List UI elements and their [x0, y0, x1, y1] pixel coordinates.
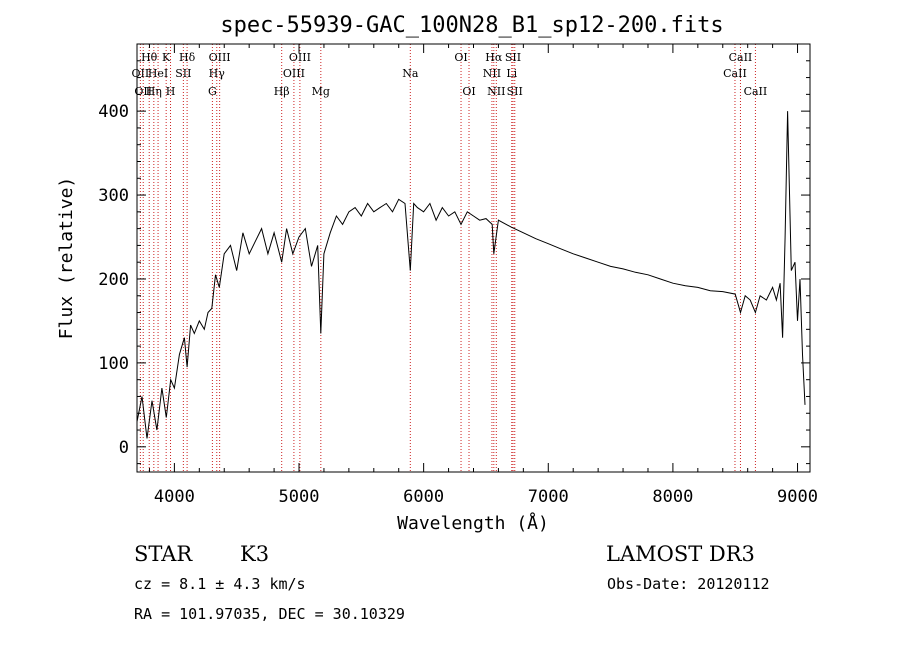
line-marker-label: OIII — [283, 67, 305, 80]
line-marker-label: OIII — [289, 51, 311, 64]
y-axis-ticks: 0 100 200 300 400 — [98, 60, 810, 465]
x-axis-ticks: 4000 5000 6000 7000 8000 9000 — [148, 44, 818, 507]
emission-line-labels: OIIOIIHθHηHeIKHSIIHδGHγOIIIHβOIIIOIIIMgN… — [132, 51, 768, 98]
line-marker-label: SII — [505, 51, 521, 64]
line-marker-label: CaII — [744, 85, 768, 98]
line-marker-label: Li — [506, 67, 517, 80]
line-marker-label: NII — [487, 85, 505, 98]
y-tick-label: 300 — [98, 186, 129, 206]
line-marker-label: CaII — [723, 67, 747, 80]
y-axis-label: Flux (relative) — [56, 177, 77, 340]
x-axis-label: Wavelength (Å) — [397, 512, 549, 534]
line-marker-label: Hδ — [179, 51, 196, 64]
object-class: STAR — [134, 542, 193, 566]
line-marker-label: SII — [175, 67, 191, 80]
line-marker-label: SII — [507, 85, 523, 98]
y-tick-label: 100 — [98, 354, 129, 374]
redshift-velocity: cz = 8.1 ± 4.3 km/s — [134, 575, 306, 593]
y-tick-label: 200 — [98, 270, 129, 290]
line-marker-label: OIII — [209, 51, 231, 64]
chart-title: spec-55939-GAC_100N28_B1_sp12-200.fits — [220, 13, 723, 38]
line-marker-label: OI — [454, 51, 467, 64]
x-tick-label: 4000 — [154, 487, 195, 507]
line-marker-label: Hα — [485, 51, 503, 64]
spectrum-line — [136, 111, 806, 439]
line-marker-label: G — [208, 85, 217, 98]
coordinates: RA = 101.97035, DEC = 30.10329 — [134, 605, 405, 623]
line-marker-label: H — [166, 85, 176, 98]
emission-line-markers — [139, 44, 756, 472]
line-marker-label: Mg — [312, 85, 330, 98]
y-tick-label: 0 — [119, 438, 129, 458]
line-marker-label: Hθ — [141, 51, 158, 64]
x-tick-label: 6000 — [403, 487, 444, 507]
observation-date: Obs-Date: 20120112 — [607, 575, 770, 593]
line-marker-label: OI — [462, 85, 475, 98]
x-tick-label: 5000 — [279, 487, 320, 507]
survey-name: LAMOST DR3 — [606, 542, 755, 566]
x-tick-label: 9000 — [777, 487, 818, 507]
line-marker-label: HeI — [148, 67, 168, 80]
y-tick-label: 400 — [98, 102, 129, 122]
line-marker-label: NII — [483, 67, 501, 80]
line-marker-label: Hβ — [274, 85, 290, 98]
line-marker-label: OII — [132, 67, 150, 80]
x-tick-label: 7000 — [528, 487, 569, 507]
line-marker-label: Na — [402, 67, 419, 80]
line-marker-label: Hγ — [209, 67, 226, 80]
x-tick-label: 8000 — [652, 487, 693, 507]
object-subclass: K3 — [240, 542, 269, 566]
line-marker-label: CaII — [729, 51, 753, 64]
line-marker-label: K — [162, 51, 171, 64]
line-marker-label: Hη — [146, 85, 162, 98]
